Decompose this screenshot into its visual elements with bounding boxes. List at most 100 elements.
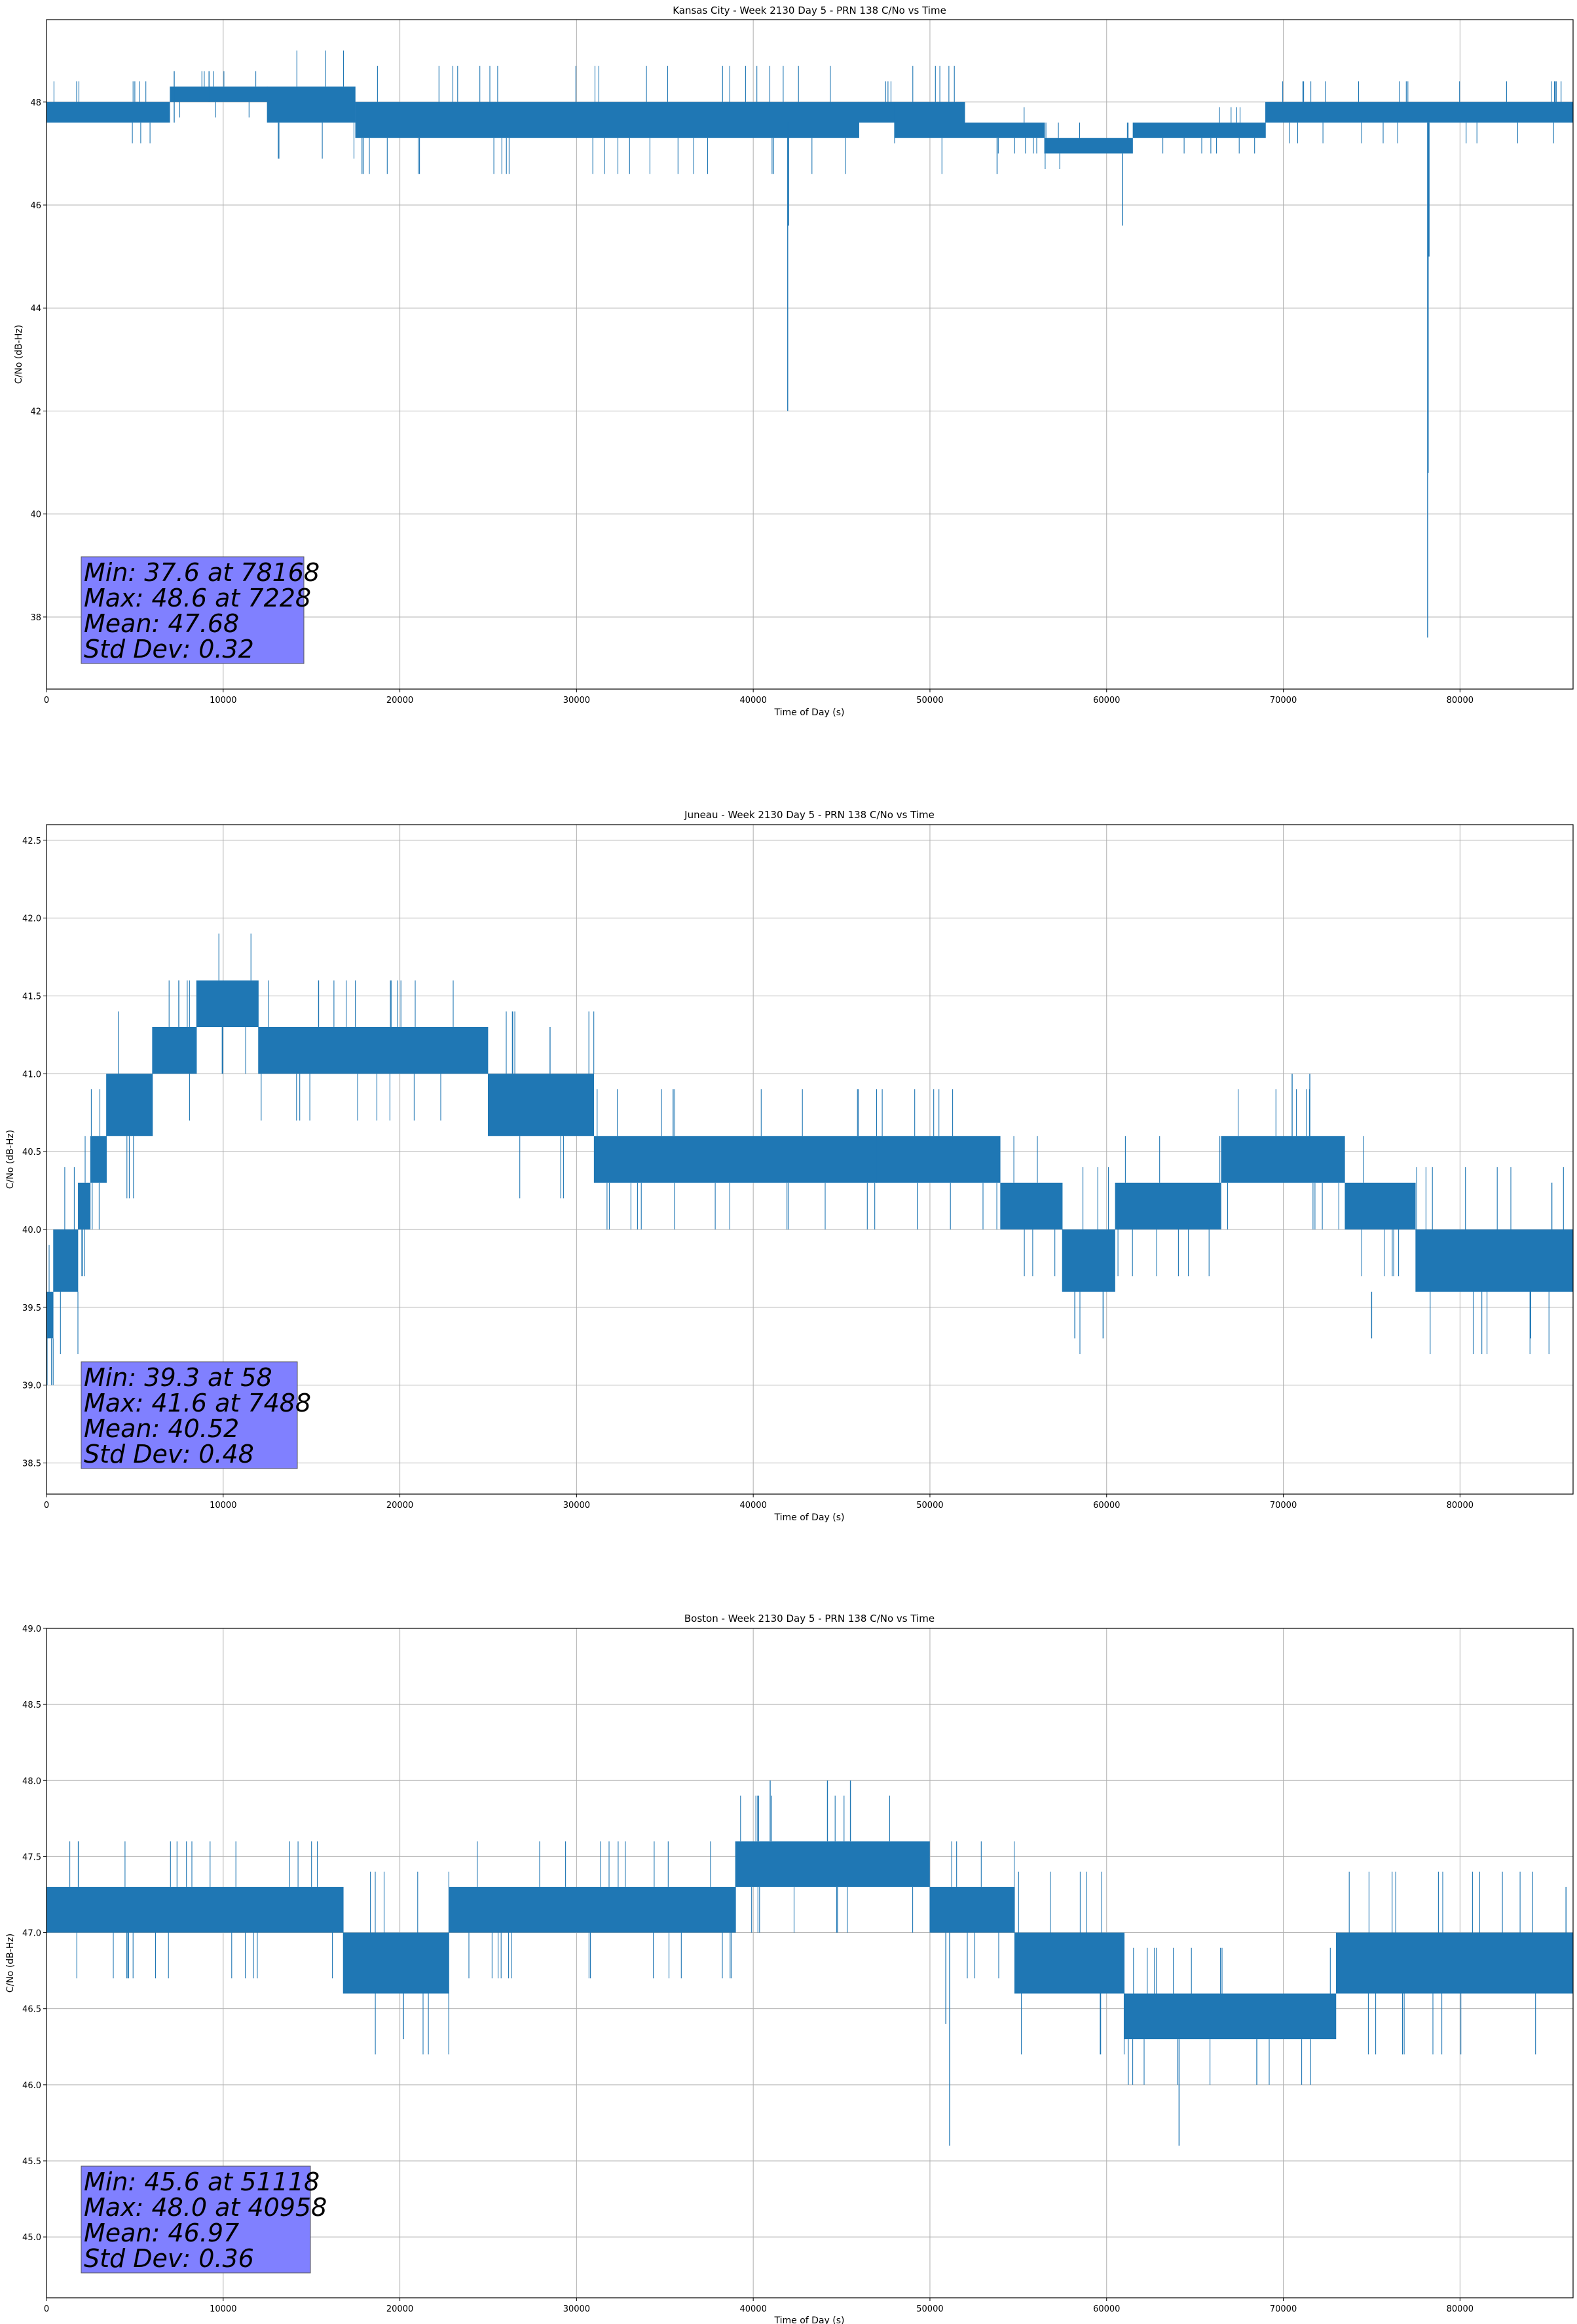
x-tick-label: 70000 <box>1270 696 1297 705</box>
x-tick-label: 0 <box>44 2304 49 2314</box>
x-tick-label: 20000 <box>386 696 413 705</box>
signal-excursions <box>912 66 955 174</box>
signal-excursions <box>168 980 190 1121</box>
signal-band <box>1345 1182 1416 1229</box>
x-axis-label: Time of Day (s) <box>774 707 845 718</box>
chart-panel-boston: Boston - Week 2130 Day 5 - PRN 138 C/No … <box>5 1613 1574 2324</box>
y-tick-label: 45.5 <box>22 2157 41 2167</box>
signal-band <box>1115 1182 1221 1229</box>
stats-box-background <box>81 556 305 664</box>
x-tick-label: 30000 <box>563 1501 590 1510</box>
signal-band <box>1132 122 1266 138</box>
signal-excursions <box>1013 1136 1056 1277</box>
stats-min: Min: 39.3 at 58 <box>84 1363 272 1392</box>
signal-band <box>1014 1932 1125 1994</box>
signal-excursions <box>69 1841 333 1979</box>
signal-excursions <box>60 1167 79 1355</box>
chart-title: Kansas City - Week 2130 Day 5 - PRN 138 … <box>673 5 946 16</box>
x-tick-label: 0 <box>44 696 49 705</box>
signal-excursions <box>1416 1167 1564 1355</box>
signal-excursions <box>1117 1136 1221 1277</box>
chart-title: Juneau - Week 2130 Day 5 - PRN 138 C/No … <box>684 809 935 821</box>
data-series <box>46 933 1574 1385</box>
signal-band <box>1124 1993 1337 2040</box>
signal-excursions <box>997 107 1045 154</box>
x-tick-label: 60000 <box>1093 1501 1120 1510</box>
data-series <box>46 1780 1574 2146</box>
signal-excursions <box>179 71 257 118</box>
y-tick-label: 41.0 <box>22 1070 41 1079</box>
signal-band <box>735 1841 930 1887</box>
x-tick-label: 60000 <box>1093 696 1120 705</box>
x-axis-label: Time of Day (s) <box>774 1512 845 1523</box>
stats-min: Min: 37.6 at 78168 <box>84 558 320 587</box>
x-tick-label: 50000 <box>916 2304 943 2314</box>
stats-max: Max: 41.6 at 7488 <box>84 1389 311 1417</box>
signal-band <box>1265 102 1574 123</box>
x-tick-label: 70000 <box>1270 1501 1297 1510</box>
y-tick-label: 46.0 <box>22 2081 41 2091</box>
y-axis-ticks: 45.0 45.5 46.0 46.5 47.0 47.5 48.0 48.5 49.0 <box>22 1624 46 2243</box>
y-tick-label: 39.0 <box>22 1381 41 1391</box>
signal-band <box>965 122 1045 138</box>
y-axis-label: C/No (dB-Hz) <box>5 1934 16 1993</box>
signal-band <box>576 102 859 138</box>
signal-band <box>170 86 268 102</box>
signal-excursions <box>53 81 151 143</box>
x-tick-label: 50000 <box>916 696 943 705</box>
y-tick-label: 38 <box>30 613 41 623</box>
signal-excursions <box>1361 1136 1400 1277</box>
x-tick-label: 20000 <box>386 2304 413 2314</box>
signal-band <box>1044 138 1133 154</box>
signal-excursions <box>218 933 251 1074</box>
y-tick-label: 40.0 <box>22 1226 41 1235</box>
signal-excursions <box>118 1011 134 1199</box>
y-tick-label: 46.5 <box>22 2005 41 2015</box>
x-tick-label: 10000 <box>210 696 236 705</box>
y-tick-label: 45.0 <box>22 2233 41 2243</box>
signal-band <box>152 1027 197 1074</box>
y-tick-label: 39.5 <box>22 1303 41 1313</box>
y-tick-label: 40 <box>30 510 41 520</box>
y-tick-label: 42 <box>30 407 41 417</box>
y-axis-ticks: 38.5 39.0 39.5 40.0 40.5 41.0 41.5 42.0 42.5 <box>22 836 46 1469</box>
signal-band <box>267 86 356 123</box>
x-tick-label: 40000 <box>739 1501 766 1510</box>
x-tick-label: 40000 <box>739 696 766 705</box>
x-tick-label: 70000 <box>1270 2304 1297 2314</box>
plot-area-frame <box>46 824 1574 1495</box>
signal-band <box>1000 1182 1063 1229</box>
signal-band <box>258 1027 489 1074</box>
stats-box-background <box>81 1361 298 1469</box>
x-tick-label: 30000 <box>563 2304 590 2314</box>
x-tick-label: 0 <box>44 1501 49 1510</box>
signal-band <box>78 1182 91 1229</box>
x-tick-label: 80000 <box>1447 1501 1474 1510</box>
signal-excursions <box>278 50 355 159</box>
stats-mean: Mean: 47.68 <box>84 609 239 638</box>
signal-excursions <box>468 1841 732 1979</box>
x-axis-label: Time of Day (s) <box>774 2315 845 2324</box>
y-tick-label: 47.5 <box>22 1852 41 1862</box>
y-axis-label: C/No (dB-Hz) <box>5 1130 16 1189</box>
y-tick-label: 41.5 <box>22 992 41 1002</box>
stats-std-dev: Std Dev: 0.48 <box>84 1440 254 1469</box>
signal-band <box>1062 1229 1115 1292</box>
signal-band <box>1335 1932 1574 1994</box>
x-tick-label: 30000 <box>563 696 590 705</box>
signal-excursions <box>740 1795 914 1933</box>
signal-excursions <box>362 66 576 174</box>
stats-max: Max: 48.0 at 40958 <box>84 2193 327 2222</box>
signal-band <box>46 1886 344 1933</box>
x-tick-label: 50000 <box>916 1501 943 1510</box>
x-tick-label: 40000 <box>739 2304 766 2314</box>
signal-band <box>106 1074 153 1136</box>
signal-excursions <box>1045 122 1129 169</box>
chart-panel-juneau: Juneau - Week 2130 Day 5 - PRN 138 C/No … <box>5 809 1574 1523</box>
signal-band <box>487 1074 595 1136</box>
y-tick-label: 48.5 <box>22 1700 41 1710</box>
y-tick-label: 42.5 <box>22 836 41 846</box>
y-tick-label: 48 <box>30 98 41 108</box>
y-tick-label: 44 <box>30 304 41 314</box>
